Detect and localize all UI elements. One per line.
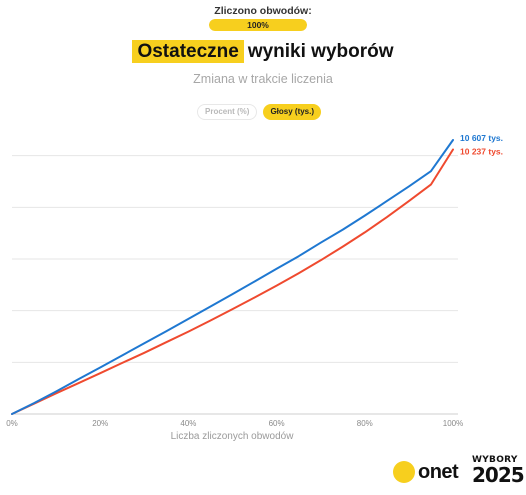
wybory-2025-logo: WYBORY 2025	[472, 455, 525, 487]
series-end-label-blue: 10 607 tys.	[460, 133, 503, 143]
counted-progress-text: 100%	[247, 20, 269, 30]
x-axis-title: Liczba zliczonych obwodów	[170, 431, 294, 442]
wybory-logo-year: 2025	[472, 463, 525, 487]
x-tick-label: 60%	[269, 419, 285, 428]
x-tick-label: 0%	[6, 419, 18, 428]
series-end-label-red: 10 237 tys.	[460, 147, 503, 157]
series-line-blue	[11, 139, 454, 415]
counted-progress-fill	[209, 19, 307, 31]
onet-logo: onet	[393, 459, 459, 485]
title-rest: wyniki wyborów	[247, 41, 394, 62]
onet-logo-text: onet	[418, 460, 459, 483]
x-tick-label: 20%	[92, 419, 108, 428]
series-line-red	[11, 148, 454, 415]
x-tick-label: 100%	[443, 419, 463, 428]
view-toggle: Procent (%) Głosy (tys.)	[197, 104, 322, 120]
page-subtitle: Zmiana w trakcie liczenia	[193, 72, 333, 86]
toggle-percent-button[interactable]: Procent (%)	[197, 104, 258, 120]
onet-dot-icon	[393, 461, 415, 483]
page-title: Ostateczne wyniki wyborów	[0, 40, 526, 63]
x-tick-label: 40%	[180, 419, 196, 428]
counted-progress-bar: 100%	[209, 19, 307, 31]
x-tick-label: 80%	[357, 419, 373, 428]
title-highlight: Ostateczne	[132, 40, 244, 63]
toggle-votes-button[interactable]: Głosy (tys.)	[263, 104, 322, 120]
wybory-logo-top: WYBORY	[472, 455, 518, 465]
counted-districts-label: Zliczono obwodów:	[214, 5, 312, 17]
